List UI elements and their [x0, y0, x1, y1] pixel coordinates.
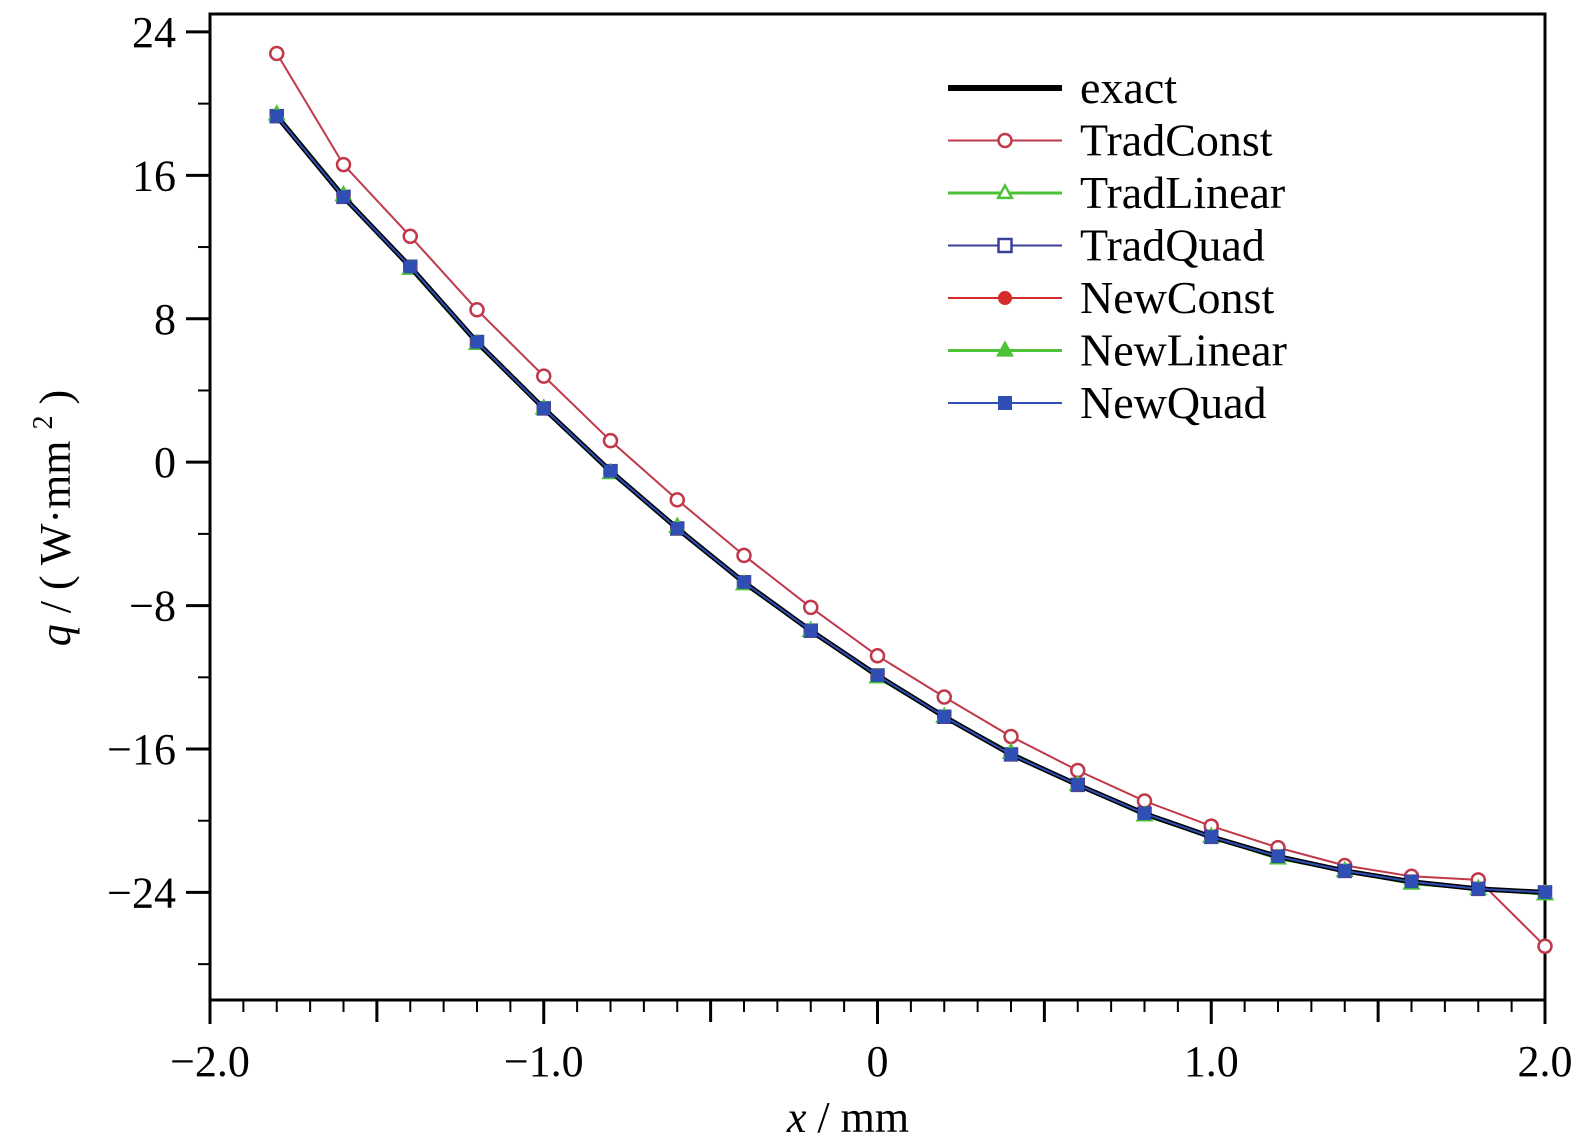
legend-item-NewLinear: NewLinear [948, 325, 1287, 376]
legend-label: NewConst [1080, 272, 1274, 323]
y-tick-label: 8 [154, 295, 176, 344]
data-point [1538, 885, 1552, 899]
data-point [803, 599, 819, 616]
legend-item-NewConst: NewConst [948, 272, 1274, 323]
x-axis-unit: mm [841, 1093, 909, 1142]
data-point [335, 156, 352, 173]
y-axis-open: / ( [31, 575, 80, 613]
series-NewQuad [270, 109, 1552, 899]
data-point [1405, 875, 1418, 889]
series-line [274, 114, 1546, 895]
x-axis-variable: x [786, 1093, 807, 1142]
data-point [470, 335, 484, 349]
data-point [604, 464, 617, 478]
data-point [1071, 778, 1085, 792]
y-axis-close: ) [31, 390, 80, 405]
legend-label: TradQuad [1080, 220, 1265, 271]
legend-item-exact: exact [948, 62, 1177, 113]
data-point [1004, 747, 1018, 761]
legend-label: NewQuad [1080, 377, 1267, 428]
data-point [537, 401, 551, 415]
x-tick-label: 2.0 [1518, 1037, 1573, 1086]
data-point [669, 492, 685, 508]
data-point [804, 624, 818, 638]
series-line [275, 52, 1546, 947]
data-point [1537, 938, 1553, 954]
legend-label: exact [1080, 62, 1177, 113]
data-point [602, 432, 619, 449]
legend-item-NewQuad: NewQuad [948, 377, 1267, 428]
data-point [937, 710, 951, 724]
x-tick-label: 1.0 [1184, 1037, 1239, 1086]
data-point [1471, 882, 1485, 896]
data-point [736, 547, 752, 564]
data-point [997, 132, 1013, 149]
x-axis-label: x / mm [786, 1093, 909, 1142]
y-axis-label: q / ( W·mm 2 ) [13, 390, 80, 646]
y-axis-unit: W·mm [31, 440, 80, 565]
legend-label: TradLinear [1080, 167, 1285, 218]
data-point [270, 109, 284, 123]
series-line [275, 113, 1546, 896]
series-line [276, 115, 1546, 894]
series-TradLinear [267, 104, 1554, 901]
series-NewLinear [267, 104, 1554, 901]
y-tick-label: −24 [107, 868, 176, 917]
series-TradQuad [269, 108, 1553, 900]
legend-label: NewLinear [1080, 325, 1287, 376]
data-point [997, 237, 1013, 254]
series-exact [274, 114, 1546, 895]
legend-label: TradConst [1080, 115, 1273, 166]
legend-item-TradConst: TradConst [948, 115, 1273, 166]
legend-item-TradLinear: TradLinear [948, 167, 1285, 218]
series-line [275, 113, 1546, 896]
data-point [1338, 864, 1352, 878]
x-tick-label: −2.0 [170, 1037, 250, 1086]
data-point [536, 368, 552, 384]
data-point [1271, 850, 1285, 864]
data-point [871, 669, 884, 683]
data-point [998, 396, 1012, 410]
data-point [1138, 807, 1151, 821]
y-axis: 24 16 8 0 −8 −16 −24 [107, 8, 210, 966]
y-tick-label: −16 [107, 725, 176, 774]
data-point [469, 302, 485, 318]
series-TradConst [269, 45, 1553, 954]
series-layer [267, 45, 1554, 954]
data-point [269, 45, 285, 62]
data-point [403, 260, 417, 274]
data-point [936, 689, 952, 705]
series-line [276, 115, 1546, 894]
x-tick-label: −1.0 [504, 1037, 584, 1086]
x-axis: −2.0 −1.0 0 1.0 2.0 [170, 1000, 1573, 1086]
plot-area [208, 12, 1547, 1002]
y-axis-variable: q [31, 624, 80, 646]
x-axis-slash: / [817, 1093, 840, 1142]
y-axis-exponent: 2 [28, 415, 59, 429]
y-tick-label: −8 [129, 582, 176, 631]
y-tick-label: 0 [154, 438, 176, 487]
data-point [996, 182, 1014, 200]
data-point [998, 291, 1012, 305]
data-point [1204, 830, 1218, 844]
data-point [869, 648, 886, 664]
data-point [737, 575, 751, 589]
data-point [670, 522, 684, 536]
y-tick-label: 16 [132, 151, 176, 200]
data-point [1003, 728, 1019, 745]
data-point [996, 340, 1014, 357]
x-tick-label: 0 [867, 1037, 889, 1086]
data-point [337, 190, 350, 204]
plot-border [208, 12, 1547, 1002]
legend: exactTradConstTradLinearTradQuadNewConst… [948, 62, 1287, 428]
data-point [402, 228, 418, 245]
y-tick-label: 24 [132, 8, 176, 57]
series-line [276, 115, 1546, 894]
series-NewConst [269, 109, 1552, 900]
legend-item-TradQuad: TradQuad [948, 220, 1265, 271]
